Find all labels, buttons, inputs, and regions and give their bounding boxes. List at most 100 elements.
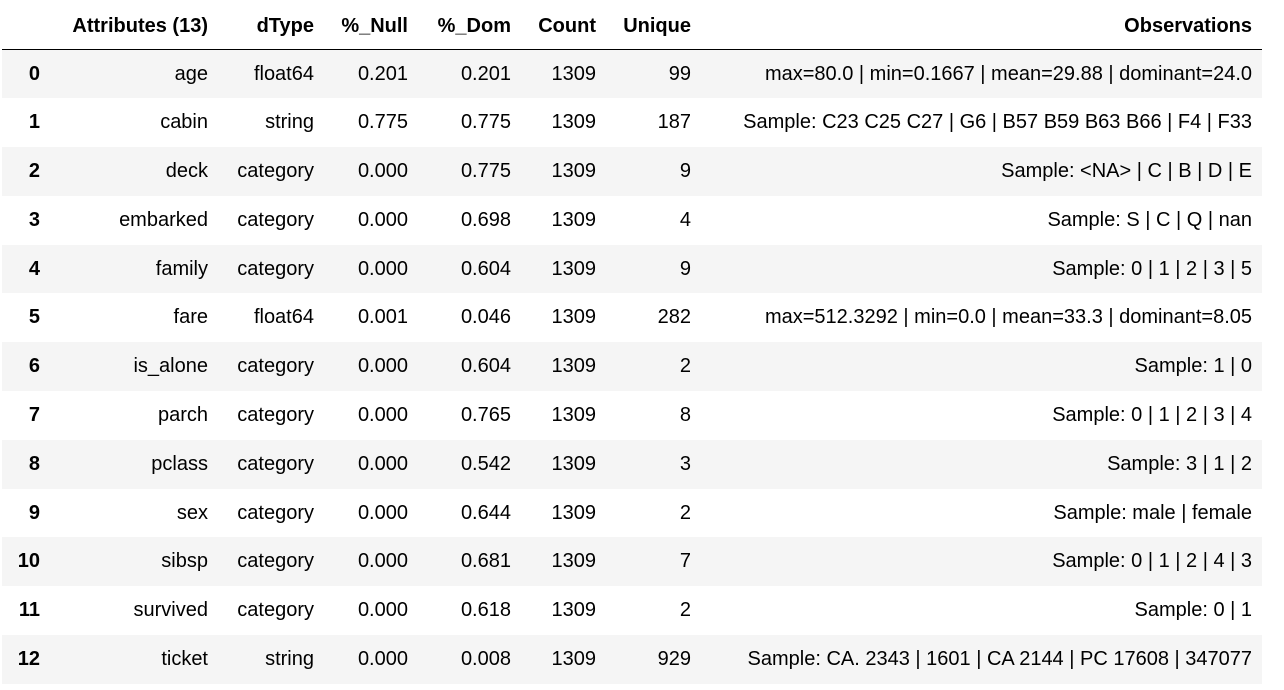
- row-index: 2: [28, 159, 40, 182]
- null-pct-cell: 0.000: [357, 599, 408, 622]
- unique-cell: 99: [668, 62, 691, 85]
- unique-cell: 187: [657, 111, 691, 134]
- count-cell: 1309: [551, 403, 597, 426]
- dtype-cell: float64: [253, 306, 314, 329]
- table-header: Attributes (13) dType %_Null %_Dom Count…: [2, 3, 1262, 50]
- table-body: 0 age float64 0.201 0.201 1309 99 max=80.0 | mi…: [2, 49, 1262, 684]
- attribute-cell: sibsp: [161, 550, 208, 573]
- null-pct-cell: 0.000: [357, 208, 408, 231]
- table-row: 0 age float64 0.201 0.201 1309 99 max=80.0 | mi…: [2, 49, 1262, 99]
- row-index: 4: [28, 257, 40, 280]
- attribute-cell: cabin: [160, 111, 208, 134]
- count-cell: 1309: [551, 111, 597, 134]
- unique-cell: 3: [679, 452, 691, 475]
- table-row: 12 ticket string 0.000 0.008 1309 929 Sample: C…: [2, 635, 1262, 684]
- dtype-cell: category: [237, 208, 314, 231]
- unique-cell: 282: [657, 306, 691, 329]
- attribute-cell: pclass: [151, 452, 208, 475]
- dom-pct-header: %_Dom: [418, 3, 521, 50]
- unique-cell: 2: [679, 599, 691, 622]
- observations-header: Observations: [701, 3, 1262, 50]
- null-pct-cell: 0.000: [357, 355, 408, 378]
- null-pct-cell: 0.000: [357, 403, 408, 426]
- attribute-cell: is_alone: [133, 355, 208, 378]
- unique-cell: 9: [679, 257, 691, 280]
- attribute-cell: ticket: [161, 647, 208, 670]
- attribute-cell: fare: [173, 306, 208, 329]
- dom-pct-cell: 0.008: [460, 647, 511, 670]
- attribute-cell: sex: [176, 501, 208, 524]
- table-row: 3 embarked category 0.000 0.698 1309 4 Sample: …: [2, 195, 1262, 245]
- row-index: 5: [28, 306, 40, 329]
- dom-pct-cell: 0.046: [460, 306, 511, 329]
- row-index: 9: [28, 501, 40, 524]
- count-cell: 1309: [551, 257, 597, 280]
- count-cell: 1309: [551, 550, 597, 573]
- dtype-cell: category: [237, 159, 314, 182]
- row-index: 8: [28, 452, 40, 475]
- null-pct-cell: 0.000: [357, 452, 408, 475]
- observations-cell: max=512.3292 | min=0.0 | mean=33.3 | dom…: [764, 306, 1252, 329]
- count-cell: 1309: [551, 159, 597, 182]
- count-cell: 1309: [551, 599, 597, 622]
- unique-cell: 7: [679, 550, 691, 573]
- null-pct-cell: 0.201: [357, 62, 408, 85]
- unique-cell: 2: [679, 355, 691, 378]
- null-pct-header: %_Null: [324, 3, 418, 50]
- dtype-cell: category: [237, 257, 314, 280]
- unique-cell: 8: [679, 403, 691, 426]
- null-pct-cell: 0.000: [357, 257, 408, 280]
- observations-cell: Sample: <NA> | C | B | D | E: [1001, 159, 1252, 182]
- table-row: 11 survived category 0.000 0.618 1309 2 Sample:…: [2, 586, 1262, 636]
- null-pct-cell: 0.001: [357, 306, 408, 329]
- table-row: 1 cabin string 0.775 0.775 1309 187 Sample: C23…: [2, 98, 1262, 148]
- attribute-cell: survived: [133, 599, 208, 622]
- observations-cell: Sample: S | C | Q | nan: [1047, 208, 1252, 231]
- observations-cell: Sample: 3 | 1 | 2: [1107, 452, 1252, 475]
- row-index: 10: [17, 550, 40, 573]
- null-pct-cell: 0.000: [357, 501, 408, 524]
- row-index: 0: [28, 62, 40, 85]
- dom-pct-cell: 0.775: [460, 159, 511, 182]
- attributes-table: Attributes (13) dType %_Null %_Dom Count…: [2, 3, 1262, 684]
- null-pct-cell: 0.000: [357, 550, 408, 573]
- row-index: 11: [18, 599, 40, 622]
- dom-pct-cell: 0.765: [460, 403, 511, 426]
- unique-cell: 929: [657, 647, 691, 670]
- table-row: 6 is_alone category 0.000 0.604 1309 2 Sample: …: [2, 342, 1262, 392]
- count-cell: 1309: [551, 208, 597, 231]
- count-cell: 1309: [551, 62, 597, 85]
- row-index: 12: [17, 647, 40, 670]
- dtype-cell: category: [237, 403, 314, 426]
- unique-header: Unique: [606, 3, 701, 50]
- dtype-cell: category: [237, 501, 314, 524]
- dom-pct-cell: 0.604: [460, 355, 511, 378]
- dtype-cell: string: [265, 647, 314, 670]
- row-index: 6: [28, 355, 40, 378]
- observations-cell: Sample: 0 | 1: [1134, 599, 1252, 622]
- index-header: [2, 3, 50, 50]
- attribute-cell: age: [174, 62, 208, 85]
- count-cell: 1309: [551, 647, 597, 670]
- table-row: 9 sex category 0.000 0.644 1309 2 Sample: male …: [2, 488, 1262, 538]
- observations-cell: Sample: male | female: [1053, 501, 1252, 524]
- dtype-header: dType: [218, 3, 324, 50]
- table-row: 7 parch category 0.000 0.765 1309 8 Sample: 0 |…: [2, 391, 1262, 440]
- dom-pct-cell: 0.618: [460, 599, 511, 622]
- unique-cell: 2: [679, 501, 691, 524]
- dtype-cell: category: [237, 452, 314, 475]
- dtype-cell: string: [265, 111, 314, 134]
- unique-cell: 4: [679, 208, 691, 231]
- attribute-cell: deck: [165, 159, 208, 182]
- dom-pct-cell: 0.201: [460, 62, 511, 85]
- count-cell: 1309: [551, 501, 597, 524]
- dtype-cell: category: [237, 355, 314, 378]
- observations-cell: max=80.0 | min=0.1667 | mean=29.88 | dom…: [764, 62, 1252, 85]
- table-row: 8 pclass category 0.000 0.542 1309 3 Sample: 3 …: [2, 439, 1262, 489]
- observations-cell: Sample: 0 | 1 | 2 | 3 | 4: [1052, 403, 1252, 426]
- count-cell: 1309: [551, 452, 597, 475]
- unique-cell: 9: [679, 159, 691, 182]
- attribute-cell: family: [155, 257, 208, 280]
- dom-pct-cell: 0.644: [460, 501, 511, 524]
